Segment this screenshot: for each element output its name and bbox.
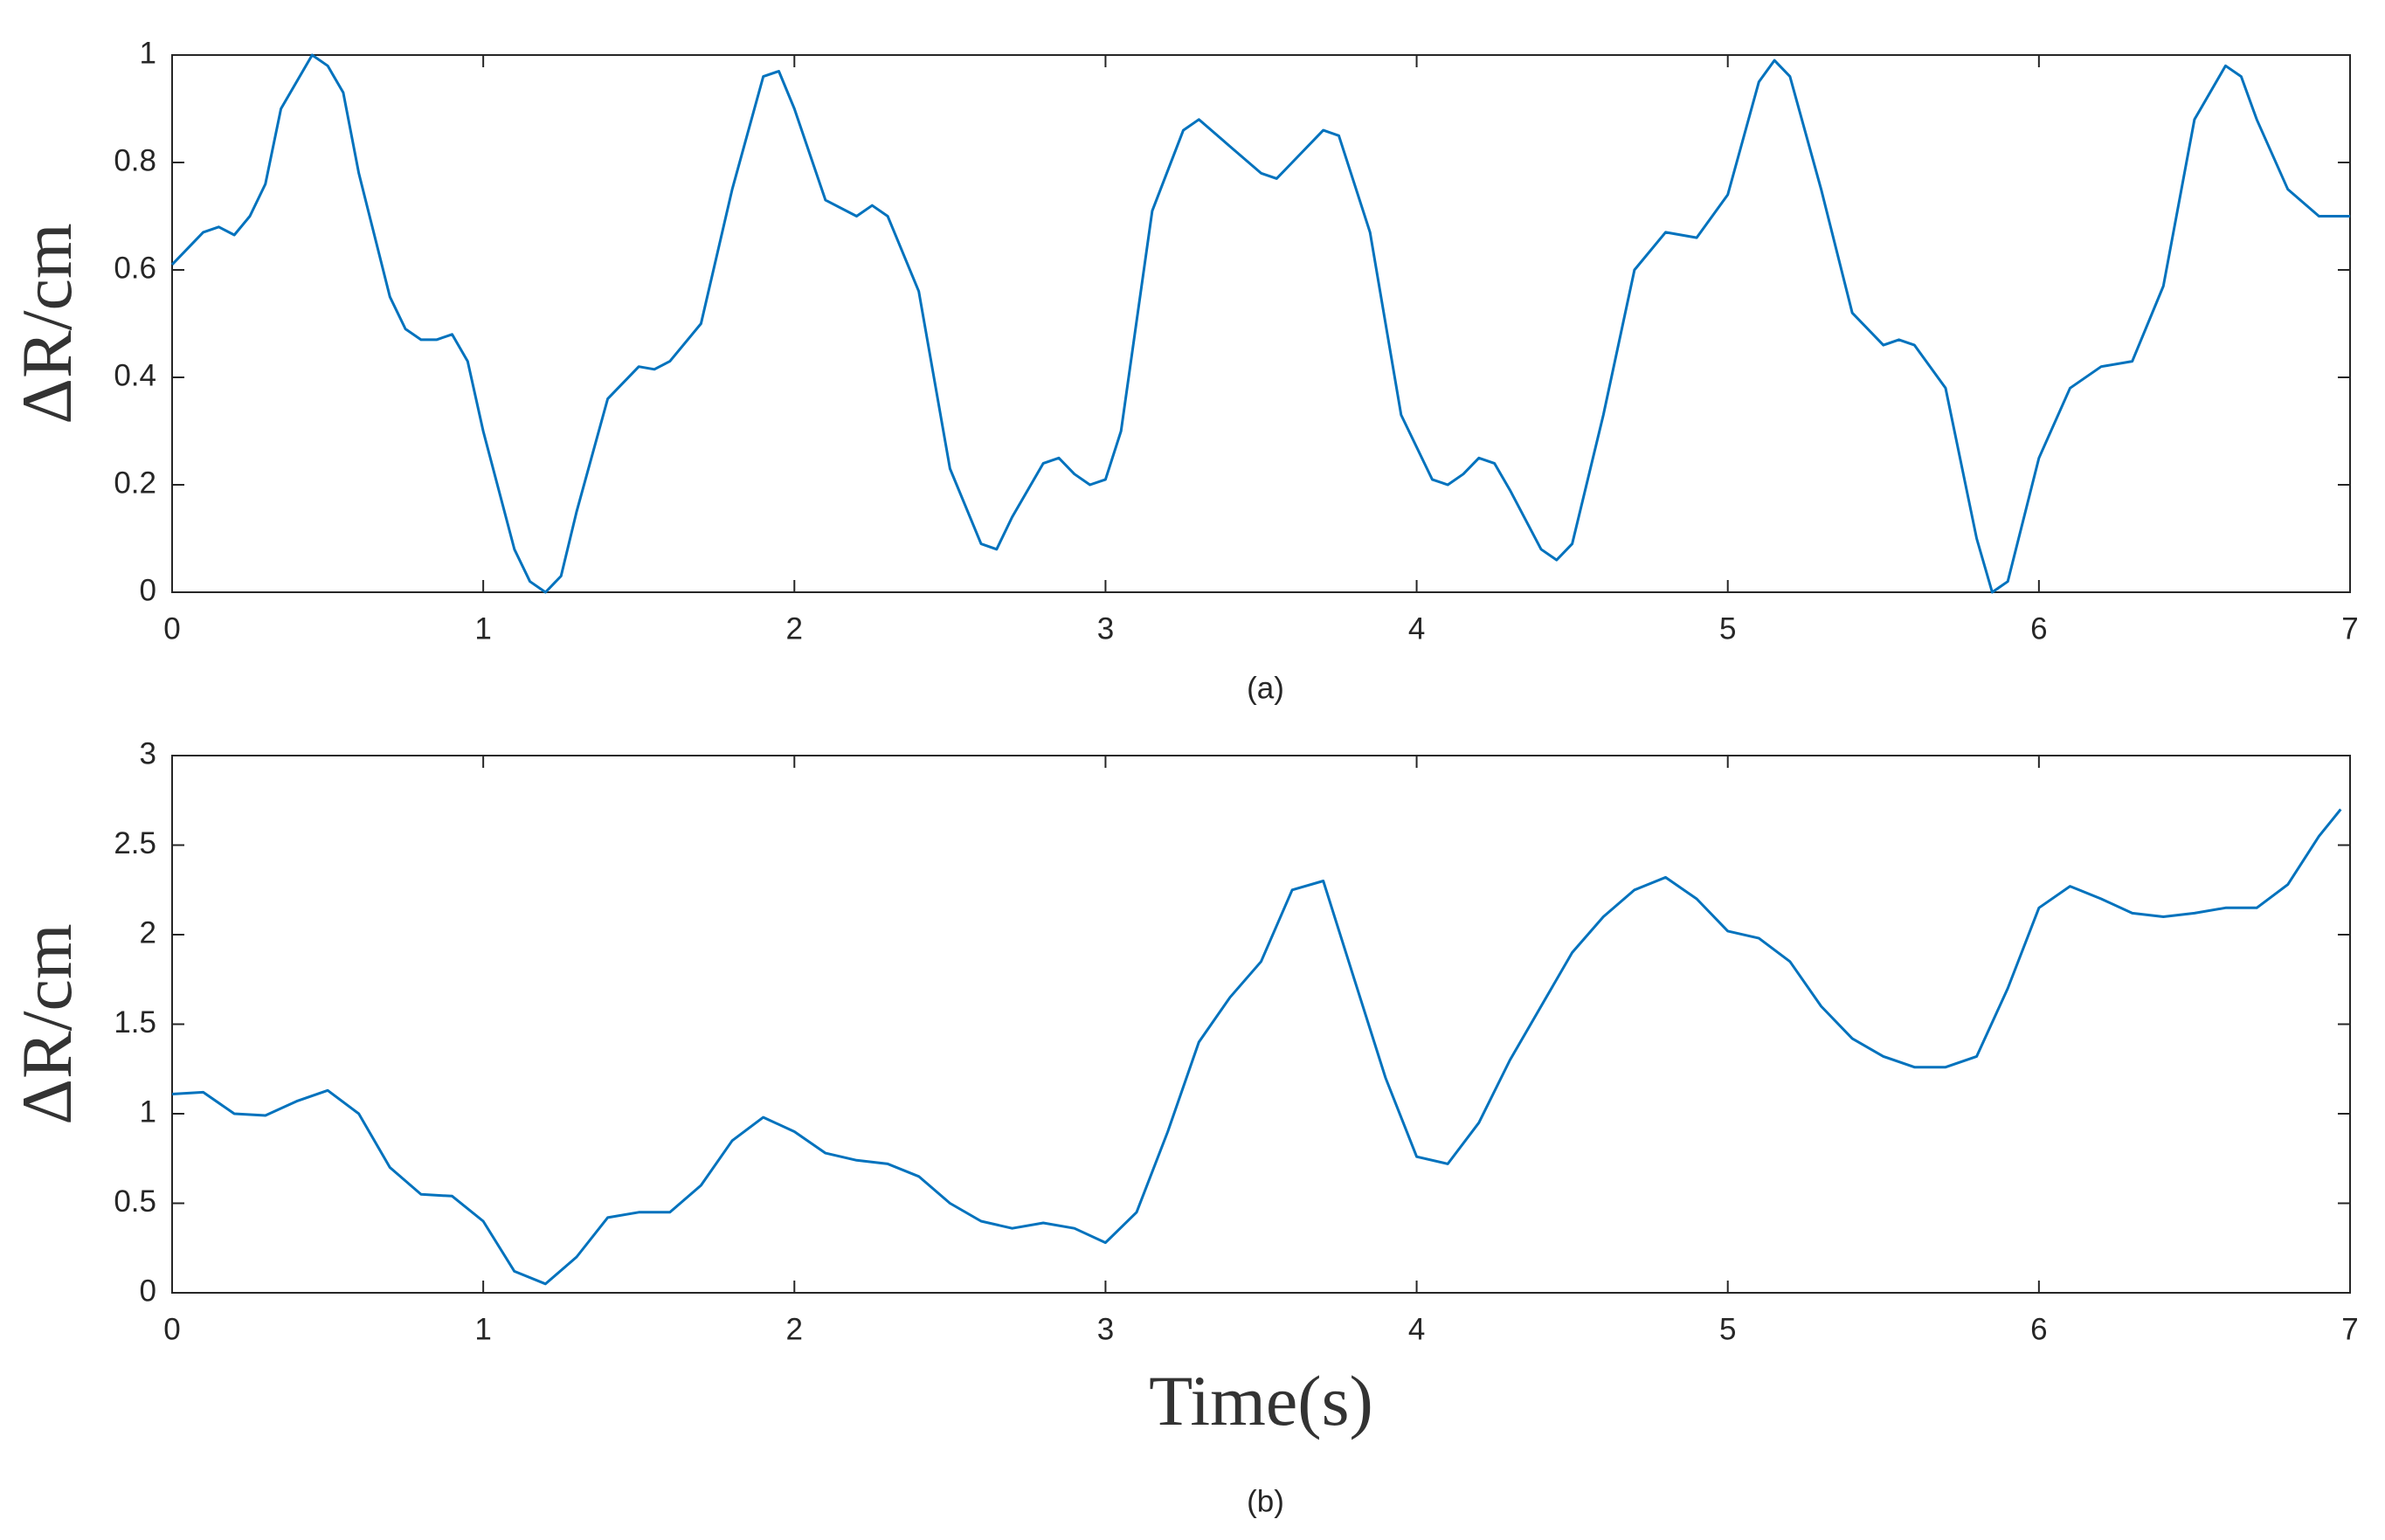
caption: (b)	[1247, 1484, 1284, 1518]
x-tick-label: 2	[786, 611, 803, 646]
x-tick-label: 7	[2341, 1312, 2358, 1346]
plot-frame	[171, 54, 2351, 593]
y-axis-label: ΔR/cm	[7, 923, 86, 1124]
y-tick-label: 0.4	[114, 358, 156, 392]
x-tick-label: 3	[1097, 1312, 1114, 1346]
y-tick-label: 2	[140, 915, 156, 950]
x-tick-label: 6	[2030, 1312, 2047, 1346]
y-axis-label: ΔR/cm	[7, 223, 86, 424]
y-tick-label: 2.5	[114, 826, 156, 860]
x-tick-label: 4	[1408, 1312, 1425, 1346]
y-tick-label: 1	[140, 36, 156, 70]
x-axis-label: Time(s)	[1149, 1361, 1373, 1440]
y-tick-label: 1.5	[114, 1005, 156, 1039]
y-tick-label: 0.2	[114, 466, 156, 500]
x-tick-label: 1	[474, 1312, 491, 1346]
x-tick-label: 4	[1408, 611, 1425, 646]
data-line	[171, 808, 2342, 1286]
x-tick-label: 0	[163, 611, 180, 646]
x-tick-label: 5	[1719, 1312, 1736, 1346]
x-tick-label: 3	[1097, 611, 1114, 646]
x-tick-label: 7	[2341, 611, 2358, 646]
caption: (a)	[1247, 671, 1284, 705]
x-tick-label: 0	[163, 1312, 180, 1346]
data-line	[170, 53, 2350, 594]
y-tick-label: 0	[140, 1274, 156, 1308]
y-tick-label: 1	[140, 1095, 156, 1129]
x-tick-label: 2	[786, 1312, 803, 1346]
x-tick-label: 5	[1719, 611, 1736, 646]
x-tick-label: 1	[474, 611, 491, 646]
y-tick-label: 0.5	[114, 1184, 156, 1219]
y-tick-label: 0	[140, 573, 156, 607]
y-tick-label: 3	[140, 736, 156, 770]
y-tick-label: 0.8	[114, 143, 156, 177]
plot-frame	[171, 755, 2351, 1294]
x-tick-label: 6	[2030, 611, 2047, 646]
y-tick-label: 0.6	[114, 251, 156, 285]
